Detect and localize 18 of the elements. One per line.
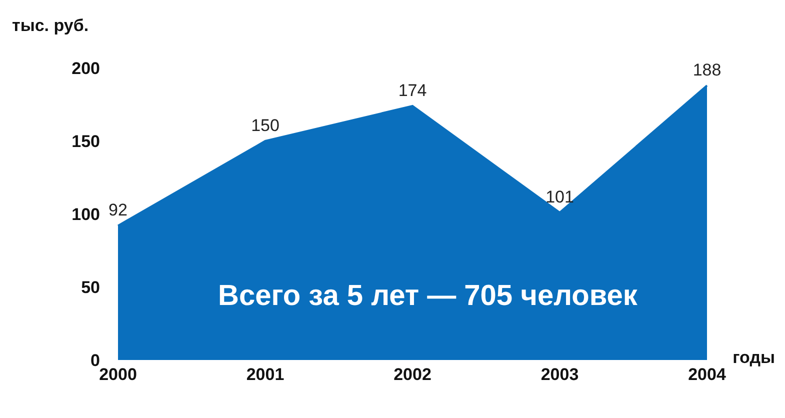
x-tick-label: 2001 (246, 365, 284, 384)
y-axis-title: тыс. руб. (12, 16, 89, 36)
y-tick-label: 100 (72, 205, 100, 224)
y-tick-label: 50 (81, 278, 100, 298)
data-label: 174 (398, 80, 427, 100)
data-label: 92 (108, 200, 128, 220)
data-label: 188 (692, 60, 722, 80)
annotation: Всего за 5 лет — 705 человек (218, 280, 638, 313)
x-tick-label: 2002 (394, 365, 432, 384)
y-tick-label: 200 (72, 59, 100, 78)
x-tick-label: 2003 (540, 365, 579, 384)
x-axis-title: годы (732, 348, 775, 368)
x-tick-label: 2000 (99, 365, 137, 384)
y-tick-label: 0 (90, 351, 100, 370)
data-label: 150 (251, 116, 280, 135)
x-tick-label: 2004 (688, 365, 726, 384)
y-tick-label: 150 (72, 132, 100, 152)
data-label: 101 (546, 188, 574, 207)
